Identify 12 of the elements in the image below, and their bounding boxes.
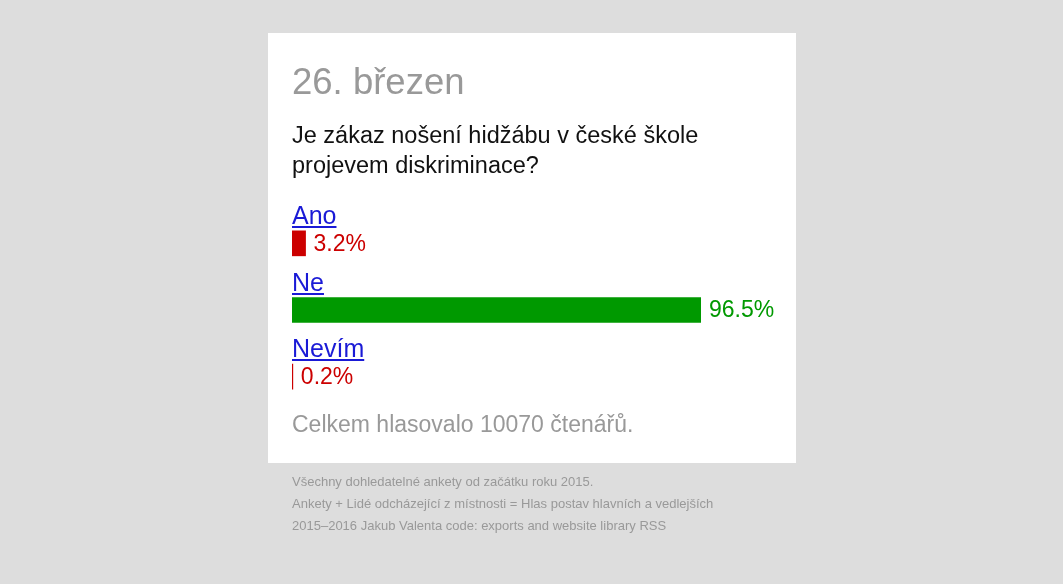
text: Všechny dohledatelné ankety od začátku roku 2015. [292,474,595,490]
data-label: 3.2% [313,229,366,256]
chart-title: 26. březen [292,61,465,102]
data-label: 96.5% [709,296,775,323]
y-tick-label: Ano [292,200,337,229]
text: 2015–2016 Jakub Valenta code: exports and website library RSS [292,518,668,534]
text: Ankety + Lidé odcházející z místnosti = Hlas postav hlavních a vedlejších [292,496,715,512]
chart-subtitle: Je zákaz nošení hidžábu v české škole projevem diskriminace? [292,121,700,180]
y-tick-label: Nevím [292,334,365,363]
text: Celkem hlasovalo 10070 čtenářů. [292,410,634,438]
data-label: 0.2% [300,363,354,390]
y-tick-label: Ne [292,267,324,296]
